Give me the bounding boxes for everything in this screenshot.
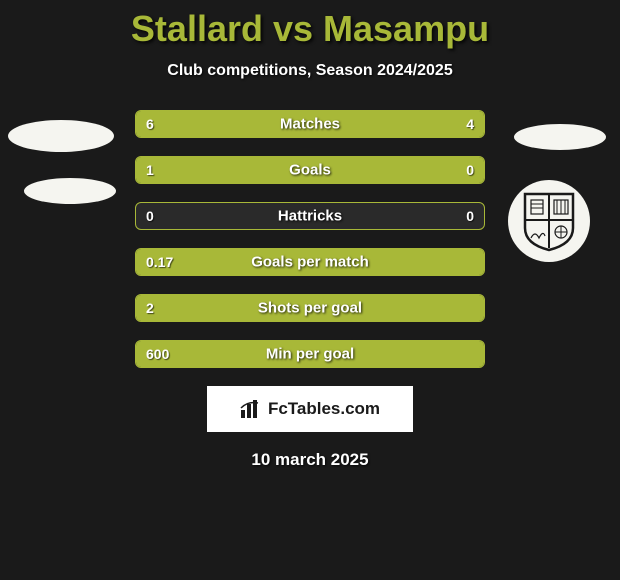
stats-area: 6 4 Matches 1 0 Goals 0 0 Hattricks 0.17 Goals per…: [0, 110, 620, 368]
stat-row: 2 Shots per goal: [0, 294, 620, 322]
stat-row: 6 4 Matches: [0, 110, 620, 138]
stat-value-right: 0: [466, 162, 474, 178]
stat-value-left: 0.17: [146, 254, 173, 270]
stat-bar-left-fill: [136, 157, 397, 183]
stat-row: 600 Min per goal: [0, 340, 620, 368]
stat-label: Hattricks: [278, 208, 342, 225]
fctables-label: FcTables.com: [268, 399, 380, 419]
stat-bar: 6 4 Matches: [135, 110, 485, 138]
stat-bar: 1 0 Goals: [135, 156, 485, 184]
stat-label: Shots per goal: [258, 300, 362, 317]
stat-label: Goals: [289, 162, 331, 179]
stat-value-left: 0: [146, 208, 154, 224]
stat-value-left: 2: [146, 300, 154, 316]
stat-bar: 0 0 Hattricks: [135, 202, 485, 230]
stat-label: Matches: [280, 116, 340, 133]
stat-value-right: 4: [466, 116, 474, 132]
stat-row: 1 0 Goals: [0, 156, 620, 184]
stat-value-left: 1: [146, 162, 154, 178]
bar-chart-icon: [240, 400, 262, 418]
subtitle: Club competitions, Season 2024/2025: [0, 62, 620, 80]
stat-label: Goals per match: [251, 254, 369, 271]
page-title: Stallard vs Masampu: [0, 8, 620, 50]
fctables-attribution: FcTables.com: [207, 386, 413, 432]
date-label: 10 march 2025: [0, 450, 620, 470]
stat-label: Min per goal: [266, 346, 354, 363]
comparison-card: Stallard vs Masampu Club competitions, S…: [0, 0, 620, 580]
stat-row: 0 0 Hattricks: [0, 202, 620, 230]
stat-value-left: 600: [146, 346, 169, 362]
stat-bar: 0.17 Goals per match: [135, 248, 485, 276]
stat-bar: 2 Shots per goal: [135, 294, 485, 322]
stat-value-right: 0: [466, 208, 474, 224]
stat-row: 0.17 Goals per match: [0, 248, 620, 276]
stat-bar: 600 Min per goal: [135, 340, 485, 368]
stat-value-left: 6: [146, 116, 154, 132]
stat-bar-right-fill: [345, 111, 484, 137]
